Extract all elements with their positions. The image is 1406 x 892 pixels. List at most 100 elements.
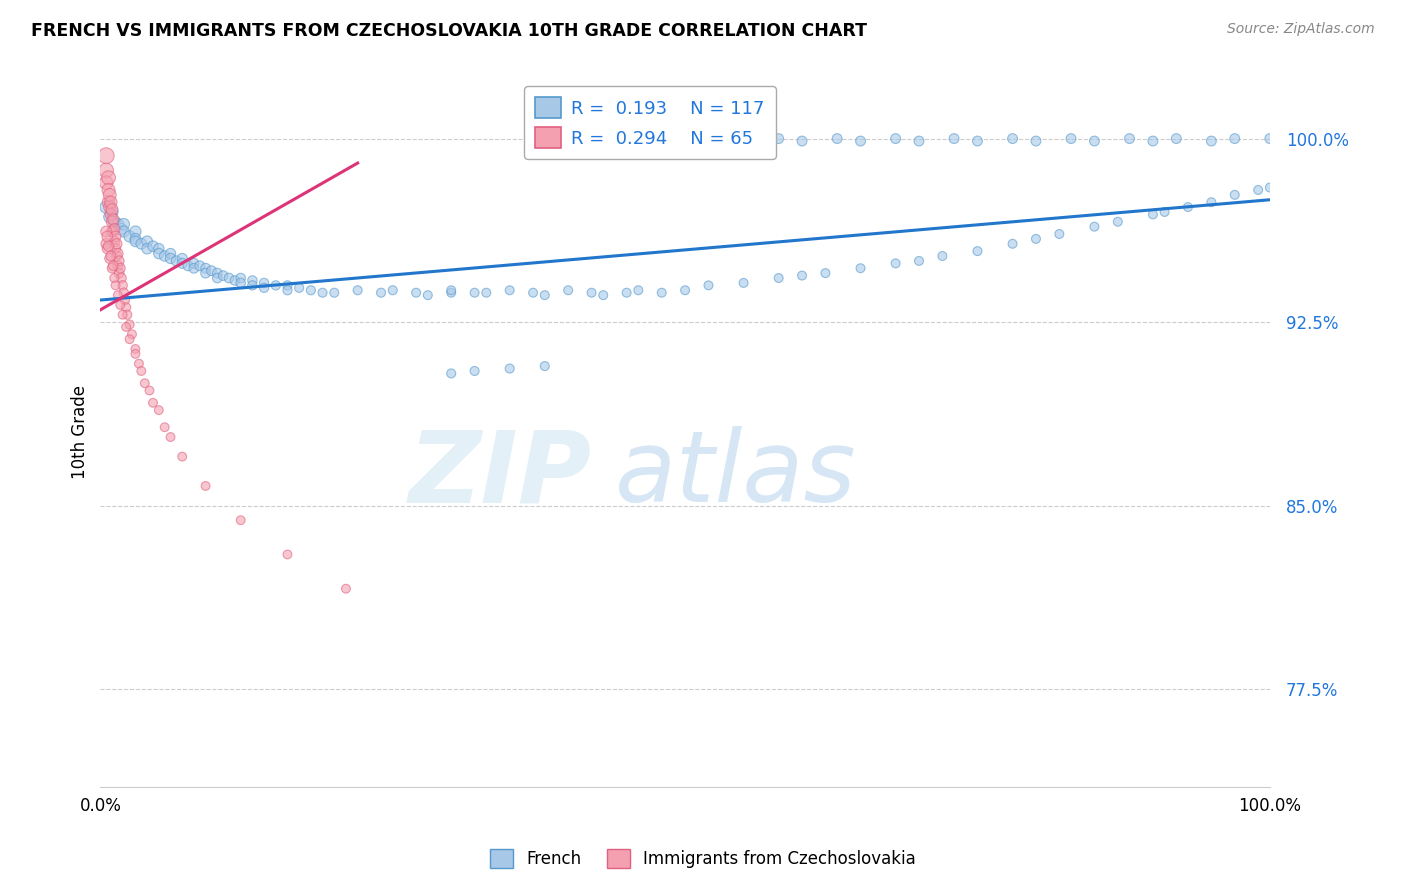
Point [97, 239, 120, 253]
Point [115, 320, 138, 334]
Point [1166, 131, 1188, 145]
Point [475, 285, 498, 300]
Point [142, 239, 165, 253]
Point [97, 183, 120, 197]
Point [110, 298, 132, 312]
Point [212, 268, 235, 283]
Point [148, 242, 170, 256]
Point [100, 249, 122, 263]
Point [101, 202, 124, 217]
Point [124, 235, 146, 249]
Point [114, 293, 136, 307]
Point [97, 195, 120, 210]
Point [98, 200, 121, 214]
Point [98, 252, 121, 266]
Point [194, 266, 217, 280]
Point [522, 285, 544, 300]
Point [148, 403, 170, 417]
Point [1223, 131, 1246, 145]
Point [103, 271, 125, 285]
Point [1142, 207, 1164, 221]
Point [440, 283, 463, 297]
Point [101, 205, 124, 219]
Point [440, 367, 463, 381]
Point [101, 261, 124, 276]
Point [557, 283, 579, 297]
Point [1153, 205, 1175, 219]
Point [1142, 134, 1164, 148]
Point [335, 582, 357, 596]
Point [1001, 236, 1024, 251]
Point [103, 212, 125, 227]
Point [96, 200, 118, 214]
Point [107, 288, 129, 302]
Point [405, 285, 427, 300]
Point [97, 170, 120, 185]
Point [112, 217, 135, 231]
Point [96, 236, 118, 251]
Point [136, 235, 159, 249]
Point [104, 278, 127, 293]
Point [242, 278, 264, 293]
Point [1223, 187, 1246, 202]
Point [96, 225, 118, 239]
Point [581, 285, 603, 300]
Point [790, 268, 813, 283]
Point [105, 249, 128, 263]
Point [673, 283, 696, 297]
Point [100, 195, 122, 210]
Point [884, 256, 907, 270]
Point [115, 301, 138, 315]
Point [825, 131, 848, 145]
Point [1047, 227, 1070, 241]
Point [557, 134, 579, 148]
Point [276, 548, 298, 562]
Point [107, 259, 129, 273]
Point [218, 271, 240, 285]
Point [768, 271, 790, 285]
Point [440, 285, 463, 300]
Point [346, 283, 368, 297]
Point [134, 376, 156, 391]
Point [1060, 131, 1083, 145]
Point [118, 229, 141, 244]
Point [229, 271, 252, 285]
Point [931, 249, 953, 263]
Point [733, 276, 755, 290]
Point [138, 384, 160, 398]
Point [148, 246, 170, 260]
Point [104, 242, 127, 256]
Point [1025, 134, 1047, 148]
Point [110, 261, 132, 276]
Point [814, 266, 837, 280]
Point [627, 131, 650, 145]
Point [1001, 131, 1024, 145]
Point [159, 246, 181, 260]
Y-axis label: 10th Grade: 10th Grade [72, 385, 89, 479]
Point [96, 242, 118, 256]
Point [142, 396, 165, 410]
Point [103, 225, 125, 239]
Point [627, 283, 650, 297]
Point [276, 283, 298, 297]
Point [112, 285, 135, 300]
Point [110, 222, 132, 236]
Point [124, 347, 146, 361]
Point [165, 253, 187, 268]
Point [103, 235, 125, 249]
Point [172, 450, 194, 464]
Point [966, 134, 988, 148]
Point [107, 246, 129, 260]
Point [311, 285, 333, 300]
Text: ZIP: ZIP [409, 426, 592, 524]
Point [129, 236, 152, 251]
Point [124, 342, 146, 356]
Point [464, 285, 486, 300]
Point [183, 261, 205, 276]
Point [603, 131, 626, 145]
Point [697, 278, 720, 293]
Point [276, 278, 298, 293]
Point [172, 252, 194, 266]
Text: FRENCH VS IMMIGRANTS FROM CZECHOSLOVAKIA 10TH GRADE CORRELATION CHART: FRENCH VS IMMIGRANTS FROM CZECHOSLOVAKIA… [31, 22, 868, 40]
Text: atlas: atlas [614, 426, 856, 524]
